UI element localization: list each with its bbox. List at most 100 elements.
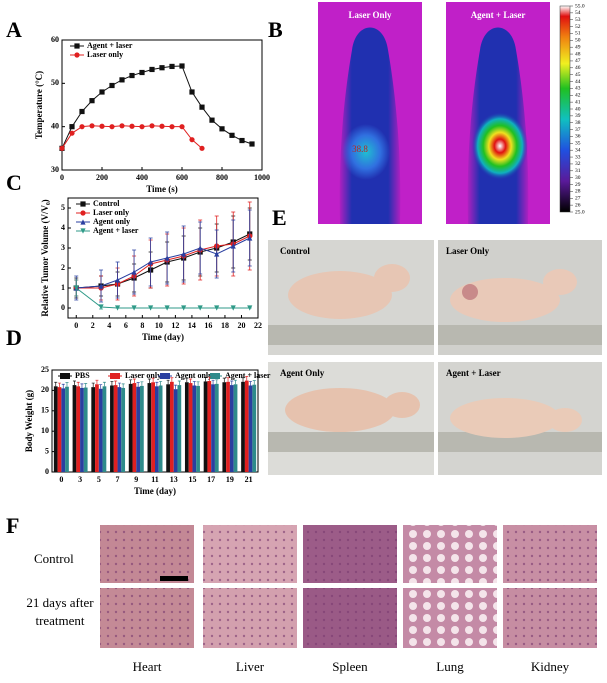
colorbar-label: 37 — [575, 127, 581, 133]
error-bar — [252, 380, 256, 385]
marker — [131, 305, 137, 311]
error-bar — [174, 384, 178, 390]
colorbar-label: 29 — [575, 182, 581, 188]
marker — [179, 63, 185, 69]
marker — [229, 132, 235, 138]
bar — [248, 385, 253, 472]
y-tick-label: 40 — [51, 121, 59, 130]
bar — [177, 385, 182, 472]
marker — [164, 255, 170, 261]
x-axis-label: Time (day) — [134, 486, 176, 496]
marker — [73, 285, 79, 291]
error-bar — [226, 377, 230, 382]
error-bar — [151, 377, 155, 383]
colorbar-label: 54 — [575, 10, 581, 16]
column-label: Liver — [236, 659, 265, 674]
panel-label: E — [272, 205, 287, 230]
bar — [252, 384, 257, 472]
error-bar — [57, 382, 61, 388]
bar — [222, 382, 227, 472]
marker — [69, 130, 75, 136]
colorbar-label: 25.0 — [575, 209, 585, 215]
error-bar — [207, 376, 211, 382]
marker — [239, 137, 245, 144]
y-tick-label: 20 — [41, 385, 49, 394]
y-tick-label: 5 — [61, 203, 65, 212]
panel-label: A — [6, 17, 22, 42]
bar — [214, 383, 219, 472]
colorbar-label: 42 — [575, 93, 581, 99]
colorbar-label: 30 — [575, 175, 581, 181]
legend-label: Agent only — [93, 217, 130, 226]
error-bar — [114, 380, 118, 386]
bar — [76, 386, 81, 472]
error-bar — [159, 381, 163, 386]
error-bar — [155, 381, 159, 387]
y-tick-label: 10 — [41, 426, 49, 435]
error-bar — [196, 381, 200, 386]
bar — [65, 386, 69, 472]
bar — [110, 385, 114, 472]
marker — [79, 124, 85, 130]
x-tick-label: 200 — [96, 173, 108, 182]
colorbar-label: 51 — [575, 31, 581, 37]
marker — [79, 108, 85, 115]
colorbar-label: 52 — [575, 24, 581, 30]
x-tick-label: 0 — [59, 475, 63, 484]
colorbar-label: 41 — [575, 99, 581, 105]
marker — [99, 89, 105, 95]
legend-label: Agent + laser — [87, 41, 133, 50]
plot-frame — [61, 39, 263, 171]
bar — [166, 384, 170, 472]
error-bar — [117, 382, 121, 388]
x-tick-label: 0 — [60, 173, 64, 182]
bar — [151, 382, 155, 472]
error-bar — [177, 380, 181, 386]
y-tick-label: 50 — [51, 78, 59, 87]
x-tick-label: 18 — [221, 321, 229, 330]
photos — [268, 240, 602, 475]
x-axis-label: Time (day) — [142, 332, 184, 342]
colorbar-label: 26 — [575, 202, 581, 208]
error-bar — [230, 380, 234, 386]
marker — [197, 305, 203, 311]
thermal-images — [318, 2, 571, 224]
marker — [119, 123, 125, 129]
colorbar-label: 32 — [575, 161, 581, 167]
bar — [95, 384, 99, 472]
marker — [114, 277, 121, 283]
colorbar — [559, 5, 571, 213]
legend-label: Laser only — [125, 371, 161, 380]
bar — [61, 388, 66, 472]
colorbar-label: 50 — [575, 38, 581, 44]
marker — [209, 117, 215, 123]
bar — [226, 381, 230, 472]
panel-label: F — [6, 513, 19, 538]
marker — [139, 69, 145, 76]
x-tick-label: 14 — [188, 321, 196, 330]
y-axis-label: Body Weight (g) — [24, 390, 34, 452]
bar — [207, 381, 212, 472]
y-tick-label: 2 — [61, 263, 65, 272]
bar — [233, 384, 238, 472]
x-tick-label: 800 — [216, 173, 228, 182]
bar — [211, 384, 215, 472]
marker — [148, 259, 154, 265]
marker — [80, 201, 86, 207]
panel-label: D — [6, 325, 22, 350]
bar — [203, 381, 208, 472]
photo-label: Agent + Laser — [446, 368, 501, 378]
bar — [184, 382, 189, 472]
bar — [229, 385, 234, 472]
colorbar-label: 39 — [575, 113, 581, 119]
photo-label: Laser Only — [446, 246, 490, 256]
thermal-spot — [342, 124, 390, 180]
series-line — [61, 65, 253, 149]
bar — [102, 386, 107, 472]
marker — [181, 305, 187, 311]
colorbar-label: 53 — [575, 17, 581, 23]
bar — [98, 388, 103, 472]
x-tick-label: 12 — [171, 321, 179, 330]
bar — [117, 387, 122, 472]
